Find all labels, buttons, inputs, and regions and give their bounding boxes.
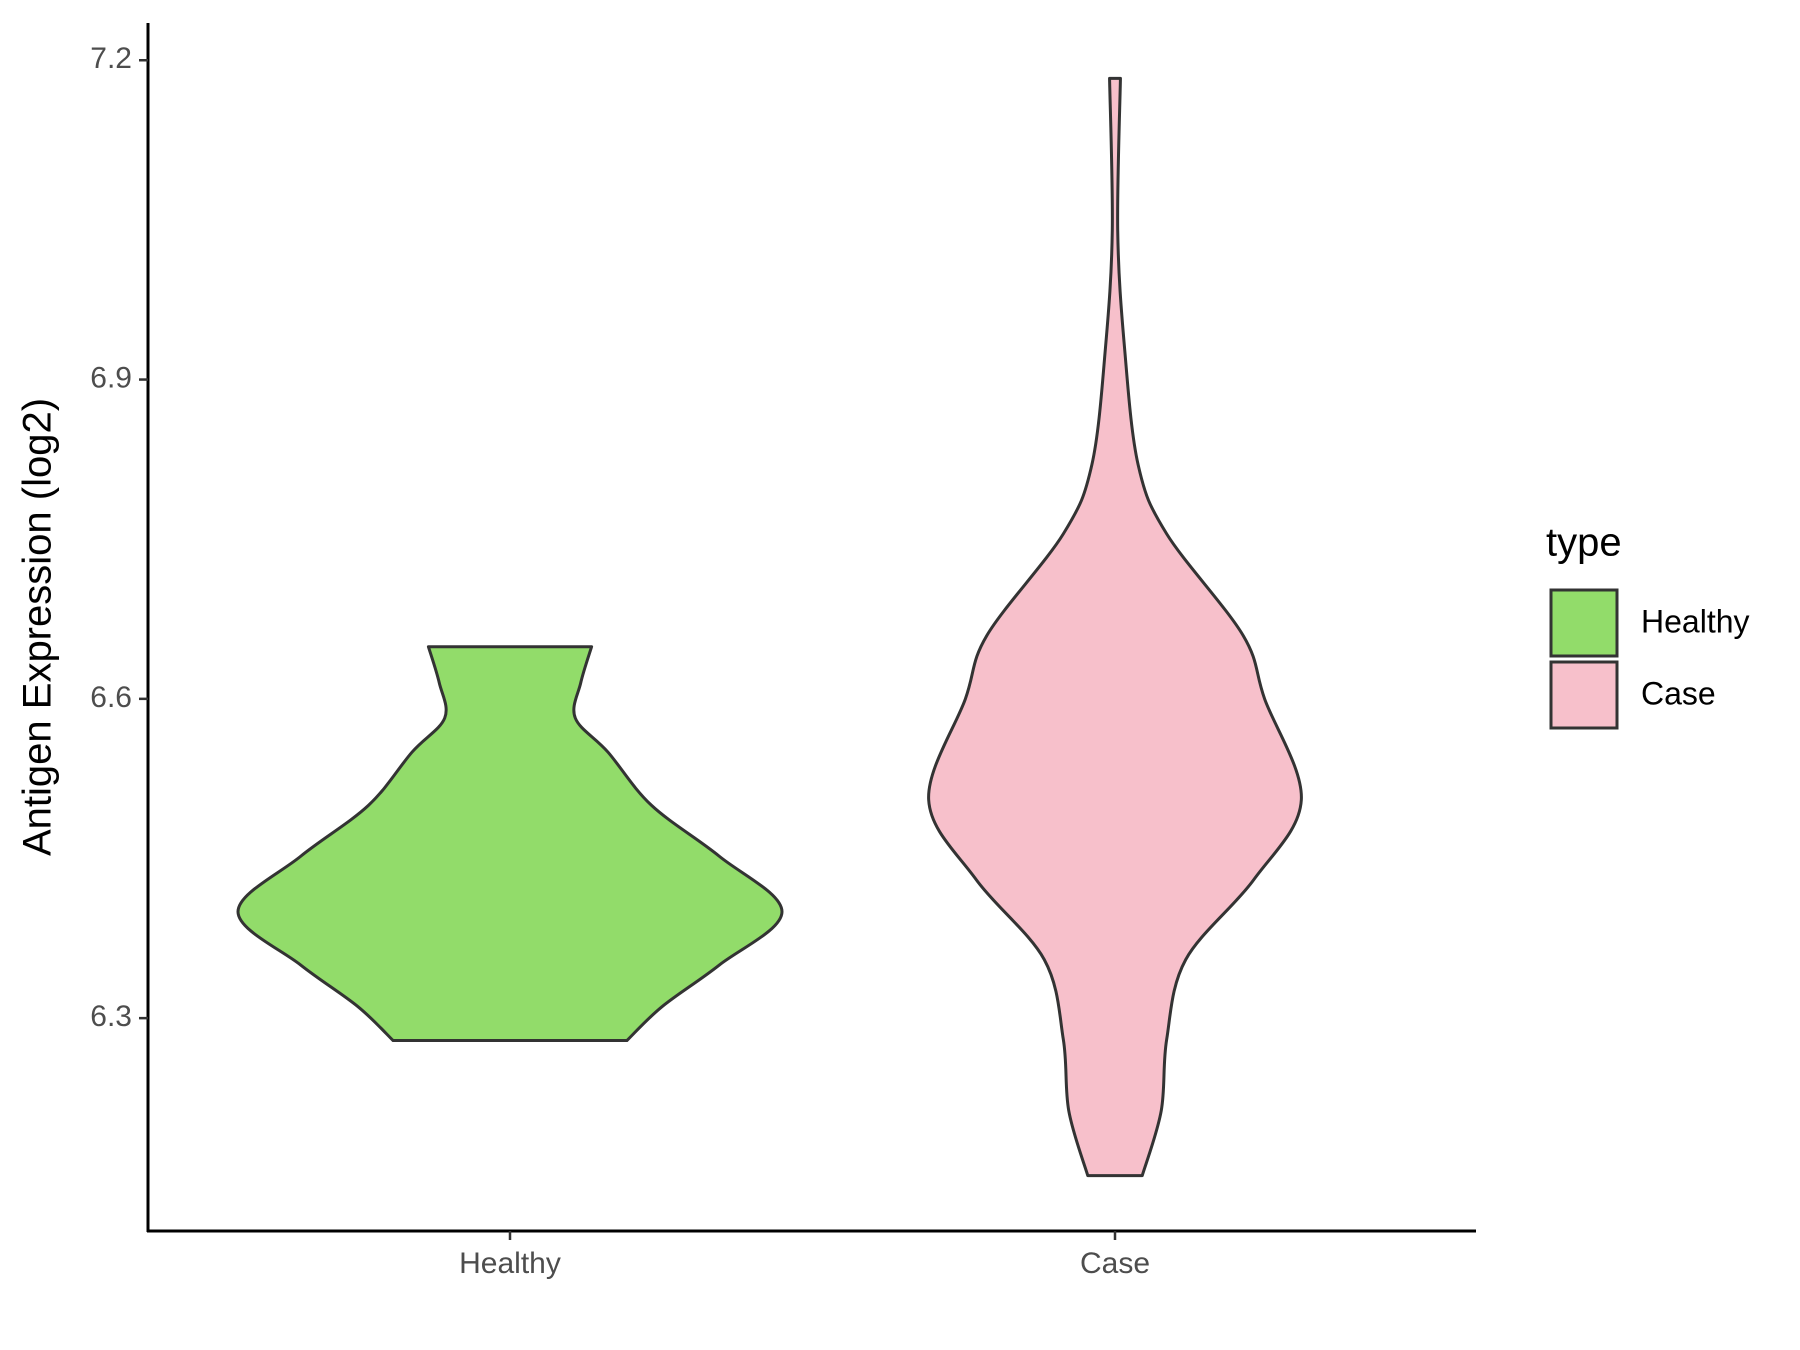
y-tick-label: 6.6 bbox=[90, 681, 132, 714]
x-tick-label: Healthy bbox=[459, 1247, 561, 1280]
y-tick-label: 6.9 bbox=[90, 361, 132, 394]
legend-key bbox=[1549, 660, 1619, 730]
violin bbox=[236, 645, 784, 1042]
legend-label: Healthy bbox=[1641, 603, 1750, 639]
legend-key bbox=[1549, 588, 1619, 658]
legend-label: Case bbox=[1641, 675, 1716, 711]
violin bbox=[927, 76, 1303, 1178]
x-tick-label: Case bbox=[1080, 1247, 1150, 1280]
y-tick-label: 7.2 bbox=[90, 42, 132, 75]
legend-title: type bbox=[1546, 521, 1622, 565]
y-tick-label: 6.3 bbox=[90, 1000, 132, 1033]
y-axis-title: Antigen Expression (log2) bbox=[16, 398, 60, 856]
